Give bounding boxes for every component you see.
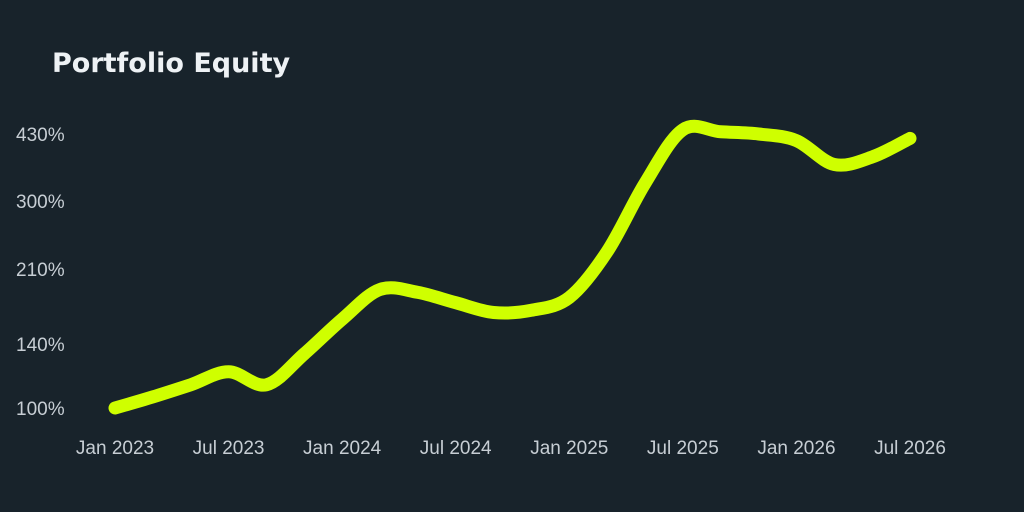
data-point [677,124,689,136]
data-point [412,286,424,298]
x-tick-label: Jul 2026 [874,438,946,459]
data-point [525,304,537,316]
data-point [753,128,765,140]
data-point [488,307,500,319]
data-point [450,297,462,309]
y-axis: 100% 140% 210% 300% 430% [16,125,65,420]
y-tick-label: 210% [16,260,65,281]
chart-title: Portfolio Equity [52,48,290,79]
data-point [223,366,235,378]
data-point [336,313,348,325]
y-tick-label: 100% [16,399,65,420]
data-point [790,135,802,147]
data-point [639,177,651,189]
x-tick-label: Jul 2025 [647,438,719,459]
data-point [147,391,159,403]
x-tick-label: Jul 2023 [193,438,265,459]
x-tick-label: Jul 2024 [420,438,492,459]
y-tick-label: 300% [16,192,65,213]
data-point [563,292,575,304]
data-point [828,159,840,171]
x-tick-label: Jan 2026 [757,438,835,459]
equity-series-line [108,119,917,415]
data-point [904,132,916,144]
data-point [298,348,310,360]
y-tick-label: 430% [16,125,65,146]
data-point [109,402,121,414]
data-point [374,284,386,296]
data-point [601,246,613,258]
x-tick-label: Jan 2023 [76,438,154,459]
x-axis: Jan 2023 Jul 2023 Jan 2024 Jul 2024 Jan 2025… [76,438,946,459]
data-point [185,379,197,391]
x-tick-label: Jan 2025 [530,438,608,459]
x-tick-label: Jan 2024 [303,438,382,459]
data-point [866,151,878,163]
plot-area [108,119,917,415]
data-point [715,126,727,138]
data-point [260,379,272,391]
y-tick-label: 140% [16,335,65,356]
